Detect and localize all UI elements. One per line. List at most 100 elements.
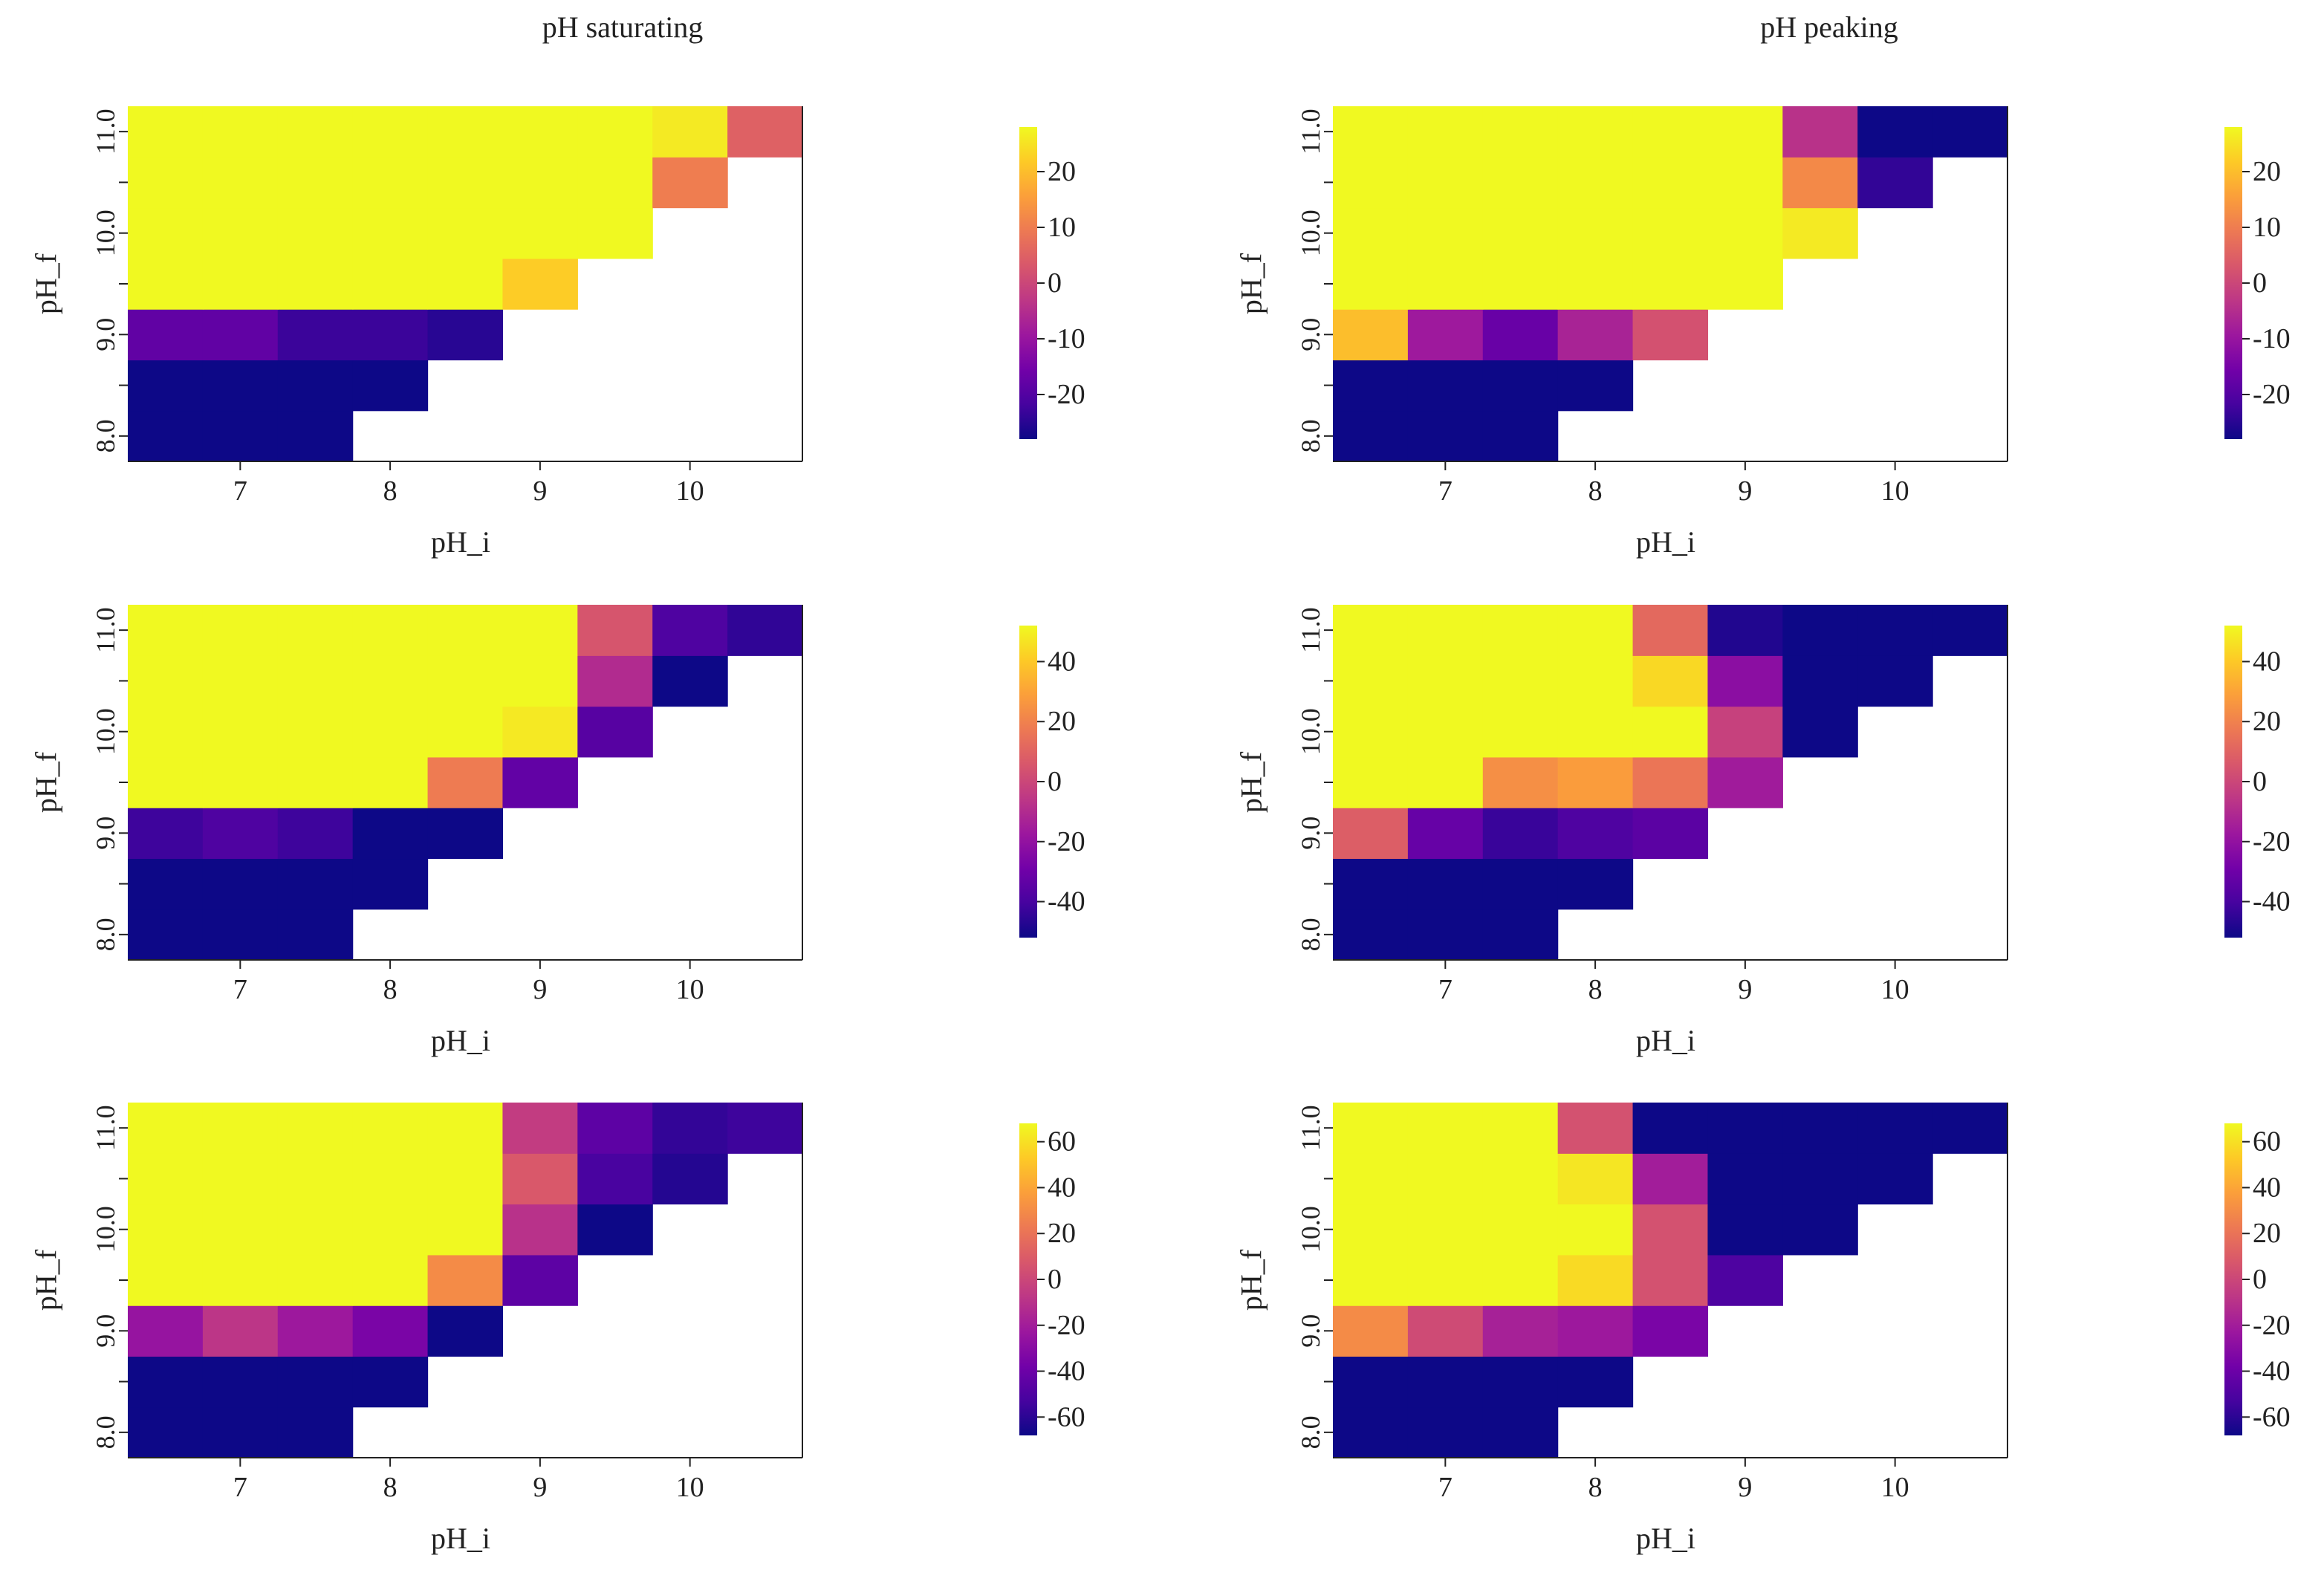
heatmap-cell	[1482, 1305, 1559, 1357]
heatmap-cell	[502, 706, 578, 758]
x-axis-label: pH_i	[1636, 1522, 1695, 1555]
colorbar-tick-label: -10	[2253, 323, 2291, 354]
x-tick-label: 8	[1588, 475, 1603, 507]
y-axis-label: pH_f	[1235, 253, 1268, 314]
heatmap-cell	[352, 258, 429, 310]
heatmap-cell	[277, 1153, 354, 1205]
heatmap-cell	[352, 106, 429, 158]
heatmap-cell	[277, 360, 354, 412]
colorbar-tick-label: -60	[1048, 1401, 1085, 1432]
heatmap-cell	[128, 756, 204, 808]
heatmap-cell	[202, 309, 279, 361]
colorbar-tick-label: 10	[2253, 212, 2281, 243]
heatmap-cell	[352, 655, 429, 707]
heatmap-cell	[1782, 106, 1858, 158]
colorbar-tick-label: 0	[2253, 267, 2267, 299]
heatmap-cell	[1482, 106, 1559, 158]
x-tick-label: 9	[1738, 475, 1752, 507]
x-tick-label: 7	[1438, 1472, 1452, 1503]
x-tick-label: 7	[233, 475, 247, 507]
x-tick-label: 9	[533, 475, 547, 507]
heatmap-cell	[1707, 706, 1783, 758]
heatmap-cell	[1557, 1204, 1634, 1256]
x-tick-label: 9	[1738, 974, 1752, 1005]
heatmap-cell	[128, 106, 204, 158]
heatmap-cell	[427, 808, 504, 860]
colorbar-tick-label: 60	[2253, 1126, 2281, 1158]
heatmap-cell	[652, 605, 728, 656]
y-tick-label: 8.0	[1296, 1415, 1325, 1449]
heatmap-cell	[502, 258, 578, 310]
y-tick-label: 8.0	[1296, 918, 1325, 951]
x-tick-label: 9	[533, 1472, 547, 1503]
y-tick-label: 11.0	[1296, 607, 1325, 653]
colorbar-tick-label: 20	[2253, 706, 2281, 737]
heatmap-cell	[202, 909, 279, 961]
heatmap-panel-5: 7 8 9 10 8.0 9.0 10.0 11.0 pH_i pH_f 60 40 20 0 -20 -40…	[30, 1103, 1085, 1555]
heatmap-panel-2: 7 8 9 10 8.0 9.0 10.0 11.0 pH_i pH_f 20 10 0 -10 -20	[1235, 106, 2291, 559]
heatmap-cell	[202, 1204, 279, 1256]
heatmap-cell	[128, 909, 204, 961]
heatmap-cell	[577, 1103, 653, 1154]
heatmap-cell	[1482, 1103, 1559, 1154]
heatmap-cell	[1857, 1153, 1933, 1205]
y-axis-label: pH_f	[1235, 1249, 1268, 1311]
heatmap-cell	[577, 1153, 653, 1205]
heatmap-cell	[1407, 756, 1484, 808]
x-tick-label: 8	[1588, 1472, 1603, 1503]
x-axis-label: pH_i	[1636, 525, 1695, 559]
heatmap-cell	[352, 157, 429, 209]
heatmap-cell	[1857, 655, 1933, 707]
heatmap-cell	[427, 157, 504, 209]
heatmap-cell	[352, 605, 429, 656]
colorbar-tick-label: -20	[1048, 1310, 1085, 1341]
heatmap-cell	[352, 808, 429, 860]
heatmap-cell	[502, 655, 578, 707]
y-tick-label: 10.0	[1296, 1206, 1325, 1253]
heatmap-cell	[202, 1103, 279, 1154]
heatmap-cell	[277, 756, 354, 808]
heatmap-cell	[1557, 106, 1634, 158]
y-tick-label: 9.0	[91, 318, 120, 351]
heatmap-cell	[1782, 605, 1858, 656]
heatmap-cell	[202, 1254, 279, 1306]
colorbar-tick-label: 20	[1048, 1218, 1076, 1249]
heatmap-cell	[1782, 157, 1858, 209]
heatmap-panel-1: 7 8 9 10 8.0 9.0 10.0 11.0 pH_i pH_f 20 10 0 -10 -20	[30, 106, 1085, 559]
heatmap-cell	[128, 360, 204, 412]
heatmap-cell	[502, 756, 578, 808]
heatmap-cell	[1932, 106, 2008, 158]
heatmap-cell	[1482, 808, 1559, 860]
heatmap-cell	[352, 360, 429, 412]
heatmap-cell	[128, 655, 204, 707]
heatmap-cell	[277, 808, 354, 860]
heatmap-cell	[1557, 1153, 1634, 1205]
heatmap-cell	[427, 1103, 504, 1154]
heatmap-cell	[1857, 106, 1933, 158]
heatmap-cell	[502, 106, 578, 158]
heatmap-cell	[1782, 655, 1858, 707]
heatmap-cell	[277, 706, 354, 758]
heatmap-cell	[1707, 106, 1783, 158]
y-tick-label: 10.0	[1296, 708, 1325, 755]
colorbar-tick-label: -10	[1048, 323, 1085, 354]
x-tick-label: 10	[1881, 1472, 1909, 1503]
heatmap-cell	[1857, 157, 1933, 209]
heatmap-cell	[277, 157, 354, 209]
heatmap-cell	[1557, 655, 1634, 707]
x-tick-label: 7	[1438, 974, 1452, 1005]
heatmap-cell	[277, 1204, 354, 1256]
colorbar-tick-label: -40	[2253, 886, 2291, 918]
heatmap-cell	[1632, 605, 1709, 656]
y-axis-label: pH_f	[30, 751, 63, 813]
colorbar-tick-label: -40	[2253, 1356, 2291, 1387]
heatmap-cell	[577, 706, 653, 758]
heatmap-cell	[427, 706, 504, 758]
heatmap-cell	[128, 1254, 204, 1306]
heatmap-cell	[1632, 1305, 1709, 1357]
heatmap-cell	[577, 605, 653, 656]
heatmap-cell	[1707, 605, 1783, 656]
heatmap-cell	[277, 1305, 354, 1357]
heatmap-cell	[1333, 605, 1409, 656]
heatmap-cell	[1407, 410, 1484, 462]
